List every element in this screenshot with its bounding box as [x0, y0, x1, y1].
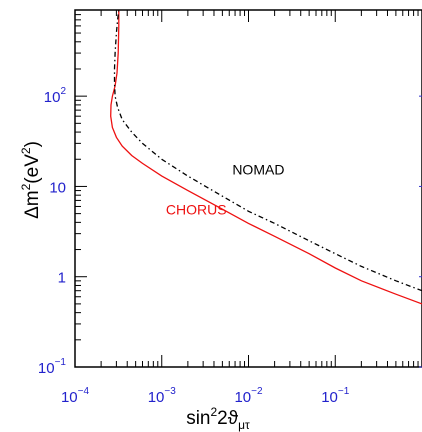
y-tick-label: 10−1 [38, 357, 67, 377]
axis-ticks [74, 9, 422, 368]
x-tick-label: 10−1 [321, 386, 350, 406]
y-tick-label: 102 [44, 86, 67, 106]
tick-labels: 10−4 10−3 10−2 10−1 10−1 1 10 102 [38, 86, 350, 406]
curve-chorus [110, 10, 422, 305]
y-tick-label: 1 [58, 270, 66, 287]
label-nomad: NOMAD [232, 162, 284, 178]
x-axis-title: sin22ϑμτ [186, 405, 250, 432]
x-tick-label: 10−4 [61, 386, 90, 406]
x-tick-label: 10−2 [234, 386, 263, 406]
series-labels: NOMAD CHORUS [166, 162, 285, 218]
limit-curves [110, 9, 422, 305]
curve-nomad [113, 9, 422, 292]
y-tick-label: 10 [49, 179, 66, 196]
y-axis-title: Δm2(eV2) [19, 141, 43, 219]
x-tick-label: 10−3 [148, 386, 177, 406]
label-chorus: CHORUS [166, 201, 227, 217]
plot-frame [74, 9, 422, 368]
